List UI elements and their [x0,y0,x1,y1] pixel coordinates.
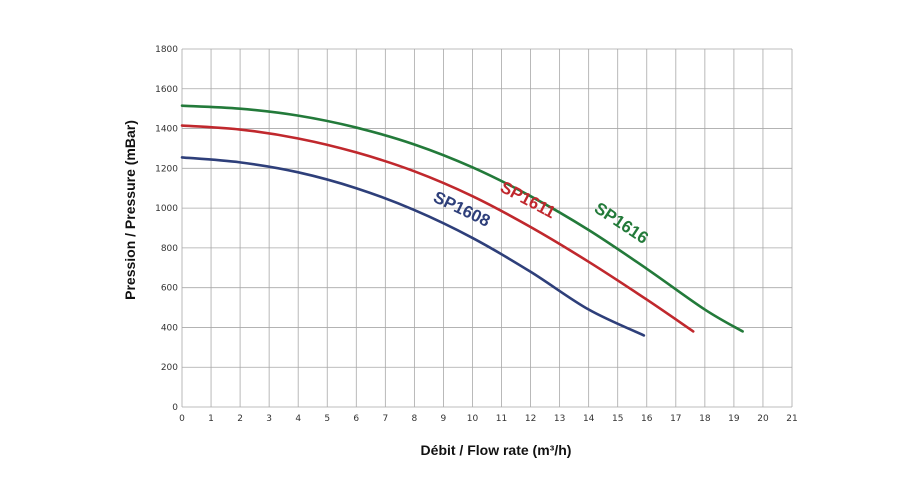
x-tick-label: 6 [353,414,359,424]
y-tick-label: 400 [161,323,178,333]
series-line-sp1608 [180,156,646,337]
x-tick-label: 19 [728,414,740,424]
x-tick-label: 12 [525,414,536,424]
x-tick-label: 17 [670,414,681,424]
x-tick-label: 2 [237,414,243,424]
x-tick-label: 10 [467,414,479,424]
y-tick-label: 0 [172,403,178,413]
x-axis-title: Débit / Flow rate (m³/h) [421,442,572,458]
x-tick-label: 0 [179,414,185,424]
x-tick-label: 7 [382,414,388,424]
x-tick-label: 3 [266,414,272,424]
series-line-sp1616 [180,104,744,333]
series-label-sp1611: SP1611 [497,177,559,222]
series-label-sp1616: SP1616 [591,198,652,247]
y-tick-label: 800 [161,244,178,254]
y-tick-label: 1800 [155,45,178,55]
x-tick-label: 11 [496,414,507,424]
series-line-sp1611 [180,124,695,333]
y-tick-label: 200 [161,363,178,373]
x-tick-label: 8 [412,414,418,424]
x-tick-label: 14 [583,414,595,424]
series-lines [180,104,744,337]
x-tick-label: 1 [208,414,214,424]
y-tick-label: 1200 [155,164,178,174]
y-tick-label: 1400 [155,125,178,135]
x-tick-labels: 0 1 2 3 4 5 6 7 8 9 10 11 12 13 14 15 16 17 18 19 20 21 [179,414,798,424]
x-tick-label: 18 [699,414,711,424]
y-tick-labels: 0 200 400 600 800 1000 1200 1400 1600 1800 [155,45,178,413]
x-tick-label: 20 [757,414,769,424]
grid [181,48,793,408]
series-label-sp1608: SP1608 [430,187,493,230]
x-tick-label: 4 [295,414,301,424]
x-tick-label: 5 [324,414,330,424]
x-tick-label: 13 [554,414,565,424]
y-axis-title: Pression / Pressure (mBar) [122,120,138,300]
x-tick-label: 9 [441,414,447,424]
x-tick-label: 15 [612,414,623,424]
y-tick-label: 1600 [155,85,178,95]
x-tick-label: 16 [641,414,653,424]
series-labels: SP1608 SP1611 SP1616 [430,177,651,247]
y-tick-label: 600 [161,284,178,294]
x-tick-label: 21 [786,414,797,424]
y-tick-label: 1000 [155,204,178,214]
